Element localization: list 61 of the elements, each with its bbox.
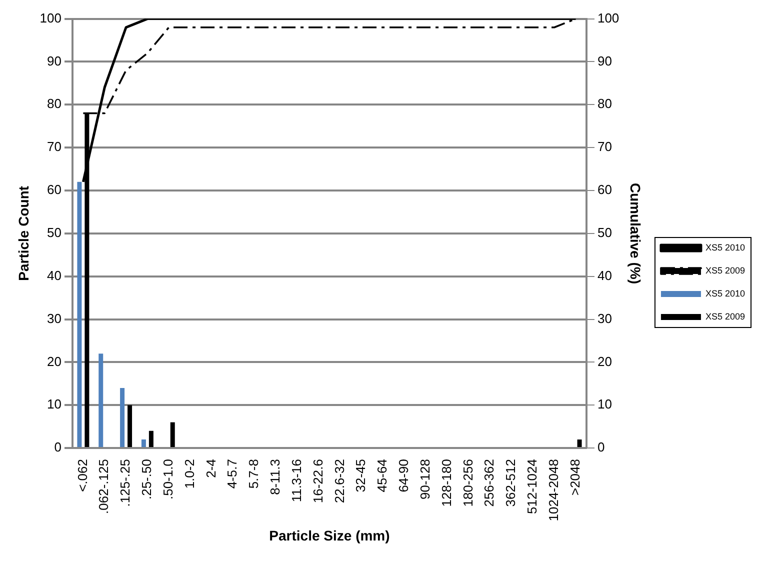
y-tick-label: 70 [47, 139, 62, 154]
x-tick-label: 180-256 [460, 459, 476, 507]
bar [577, 439, 582, 448]
y2-tick-label: 70 [597, 139, 612, 154]
x-tick-label: .25-.50 [139, 459, 154, 500]
x-tick-label: 22.6-32 [332, 459, 347, 504]
x-tick-label: .062-.125 [96, 459, 112, 514]
x-tick-label: 256-362 [482, 459, 497, 507]
x-tick-label: <.062 [74, 459, 90, 492]
y-tick-label: 40 [47, 268, 62, 283]
y2-tick-label: 100 [597, 10, 620, 26]
bar [98, 354, 104, 448]
bar [120, 388, 125, 448]
x-tick-label: 5.7-8 [246, 459, 262, 489]
bar [77, 182, 82, 448]
x-tick-label: .50-1.0 [160, 459, 176, 500]
x-tick-label: 16-22.6 [310, 459, 326, 504]
legend-label: XS5 2009 [705, 265, 746, 276]
x-tick-label: 362-512 [503, 459, 518, 507]
y-tick-label: 50 [47, 224, 62, 240]
legend-label: XS5 2010 [705, 242, 746, 252]
bar [141, 439, 146, 448]
y-tick-label: 0 [54, 440, 62, 455]
bar [148, 430, 154, 448]
y2-axis-title: Cumulative (%) [628, 182, 644, 284]
x-tick-label: 1024-2048 [546, 459, 561, 522]
x-tick-label: 128-180 [438, 459, 454, 507]
y2-tick-label: 0 [597, 440, 605, 455]
y2-tick-label: 20 [597, 354, 612, 369]
y2-tick-label: 50 [597, 224, 612, 240]
x-tick-label: 1.0-2 [182, 459, 197, 489]
y2-tick-label: 60 [597, 182, 612, 198]
legend-label: XS5 2010 [705, 288, 746, 298]
y2-tick-label: 40 [597, 268, 612, 283]
x-tick-label: 4-5.7 [224, 459, 240, 489]
y2-tick-label: 30 [597, 310, 612, 326]
y2-tick-label: 10 [597, 396, 612, 412]
x-tick-label: .125-.25 [118, 459, 133, 507]
y-tick-label: 90 [47, 53, 62, 68]
x-tick-label: 32-45 [353, 459, 368, 492]
y-tick-label: 60 [47, 182, 62, 198]
legend-label: XS5 2009 [705, 311, 746, 322]
x-tick-label: 2-4 [203, 459, 218, 478]
y-tick-label: 30 [47, 310, 62, 326]
y-tick-label: 100 [40, 10, 62, 26]
y-tick-label: 20 [47, 354, 62, 369]
bar [170, 422, 175, 448]
y-tick-label: 80 [47, 96, 62, 112]
y2-tick-label: 80 [597, 96, 612, 112]
x-tick-label: 8-11.3 [268, 459, 283, 495]
x-tick-label: 90-128 [417, 459, 432, 500]
x-tick-label: 64-90 [396, 459, 412, 492]
x-tick-label: 512-1024 [524, 459, 540, 514]
x-axis-title: Particle Size (mm) [269, 527, 390, 544]
y-axis-title: Particle Count [15, 186, 32, 281]
bar [128, 405, 132, 448]
x-tick-label: 45-64 [374, 459, 390, 492]
y-tick-label: 10 [47, 396, 62, 412]
x-tick-label: >2048 [567, 459, 582, 496]
y2-tick-label: 90 [597, 53, 612, 68]
x-tick-label: 11.3-16 [288, 459, 304, 502]
